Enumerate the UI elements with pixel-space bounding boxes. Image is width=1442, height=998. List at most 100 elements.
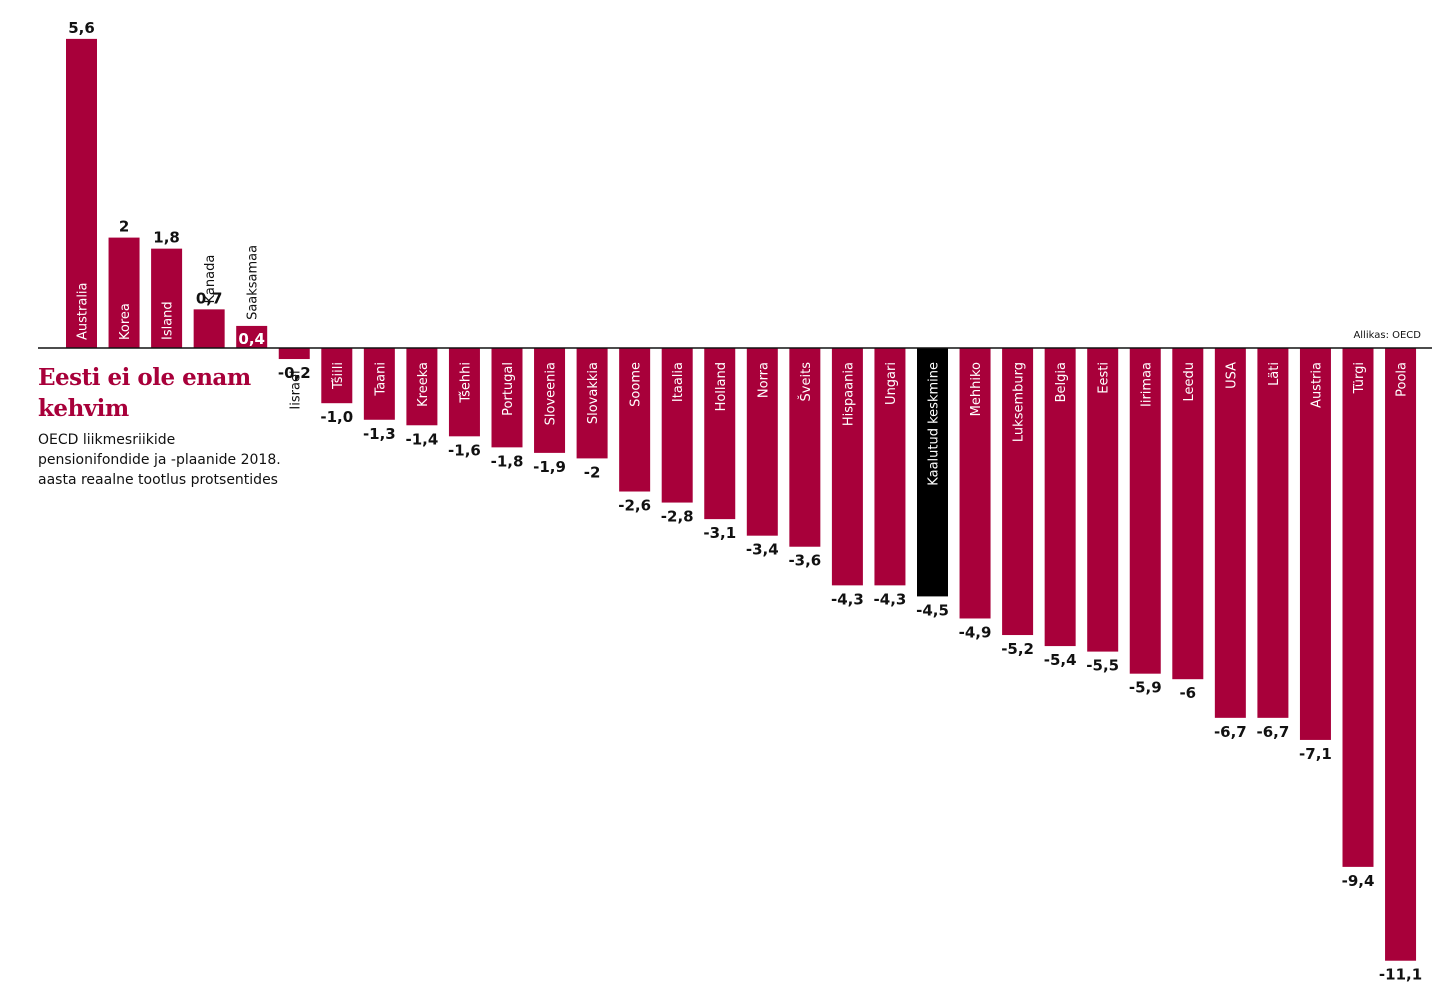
category-label-kreeka: Kreeka <box>416 362 431 407</box>
bar-ungari <box>874 348 906 586</box>
category-label-korea: Korea <box>118 303 133 340</box>
category-label-sveits: Šveits <box>798 362 814 402</box>
value-label-korea: 2 <box>119 218 129 236</box>
bar-usa <box>1214 348 1246 718</box>
category-label-lati: Läti <box>1267 362 1282 386</box>
category-label-austria: Austria <box>1309 362 1324 408</box>
bar-portugal <box>491 348 523 448</box>
bar-sloveenia <box>534 348 566 453</box>
category-label-slovakkia: Slovakkia <box>586 362 601 424</box>
category-label-hispaania: Hispaania <box>841 362 856 426</box>
bar-turgi <box>1342 348 1374 867</box>
value-label-luksemburg: -5,2 <box>1001 640 1034 658</box>
value-label-tsehhi: -1,6 <box>448 441 481 459</box>
category-label-tsehhi: Tšehhi <box>458 362 473 404</box>
category-label-belgia: Belgia <box>1054 362 1069 402</box>
value-label-soome: -2,6 <box>618 497 651 515</box>
bar-kreeka <box>406 348 438 426</box>
bar-kaalutud-keskmine <box>917 348 948 597</box>
bar-sveits <box>789 348 821 547</box>
category-label-kaalutud-keskmine: Kaalutud keskmine <box>927 362 942 486</box>
bar-tsiili <box>321 348 353 404</box>
value-label-ungari: -4,3 <box>874 590 907 608</box>
value-label-austria: -7,1 <box>1299 745 1332 763</box>
bar-slovakkia <box>576 348 608 459</box>
chart-subtitle: OECD liikmesriikide pensionifondide ja -… <box>38 432 281 488</box>
value-label-hispaania: -4,3 <box>831 590 864 608</box>
value-label-usa: -6,7 <box>1214 723 1247 741</box>
category-label-soome: Soome <box>629 362 644 407</box>
bar-saaksamaa <box>236 325 268 348</box>
bar-belgia <box>1044 348 1076 647</box>
value-label-itaalia: -2,8 <box>661 508 694 526</box>
category-label-poola: Poola <box>1395 362 1410 397</box>
value-label-iisrael: -0,2 <box>278 364 311 382</box>
value-label-kaalutud-keskmine: -4,5 <box>916 601 949 619</box>
bar-poola <box>1385 348 1417 961</box>
value-label-portugal: -1,8 <box>491 452 524 470</box>
value-label-turgi: -9,4 <box>1342 872 1375 890</box>
category-label-mehhiko: Mehhiko <box>969 362 984 416</box>
value-label-eesti: -5,5 <box>1086 657 1119 675</box>
bar-australia <box>66 38 97 348</box>
category-label-tsiili: Tšiili <box>331 362 346 390</box>
value-label-slovakkia: -2 <box>584 463 601 481</box>
value-label-belgia: -5,4 <box>1044 651 1077 669</box>
value-label-kanada: 0,7 <box>196 289 223 307</box>
category-label-turgi: Türgi <box>1352 362 1367 394</box>
bar-leedu <box>1172 348 1204 680</box>
category-label-ungari: Ungari <box>884 362 899 405</box>
bar-island <box>151 248 183 348</box>
bar-hispaania <box>831 348 863 586</box>
category-label-australia: Australia <box>76 282 91 340</box>
value-label-holland: -3,1 <box>703 524 736 542</box>
bar-austria <box>1299 348 1331 740</box>
value-label-saaksamaa: 0,4 <box>238 330 265 348</box>
category-label-iirimaa: Iirimaa <box>1139 362 1154 407</box>
category-label-sloveenia: Sloveenia <box>544 362 559 425</box>
bar-tsehhi <box>448 348 480 437</box>
bar-iisrael <box>278 348 310 360</box>
category-label-taani: Taani <box>373 362 388 397</box>
bar-korea <box>108 237 140 348</box>
value-label-kreeka: -1,4 <box>405 430 438 448</box>
category-label-eesti: Eesti <box>1097 362 1112 394</box>
category-label-island: Island <box>161 301 176 340</box>
source-note: Allikas: OECD <box>1353 330 1421 341</box>
chart-title: Eesti ei ole enam kehvim <box>38 364 251 422</box>
value-label-island: 1,8 <box>153 229 180 247</box>
value-label-mehhiko: -4,9 <box>959 623 992 641</box>
category-label-saaksamaa: Saaksamaa <box>246 245 261 320</box>
bar-taani <box>363 348 395 420</box>
category-label-itaalia: Itaalia <box>671 362 686 402</box>
category-label-iisrael: Iisrael <box>288 370 303 409</box>
bar-luksemburg <box>1002 348 1034 636</box>
value-label-sveits: -3,6 <box>788 552 821 570</box>
bar-itaalia <box>661 348 693 503</box>
bar-iirimaa <box>1129 348 1161 674</box>
category-label-portugal: Portugal <box>501 362 516 416</box>
value-label-taani: -1,3 <box>363 425 396 443</box>
category-label-leedu: Leedu <box>1182 362 1197 402</box>
value-label-australia: 5,6 <box>68 19 95 37</box>
title-block: Eesti ei ole enam kehvim OECD liikmesrii… <box>38 362 288 490</box>
value-label-tsiili: -1,0 <box>320 408 353 426</box>
value-label-iirimaa: -5,9 <box>1129 679 1162 697</box>
bar-soome <box>619 348 651 492</box>
bar-lati <box>1257 348 1289 718</box>
bars-group <box>66 38 1417 961</box>
value-label-lati: -6,7 <box>1256 723 1289 741</box>
category-label-kanada: Kanada <box>203 255 218 304</box>
value-label-poola: -11,1 <box>1379 966 1422 984</box>
value-label-sloveenia: -1,9 <box>533 458 566 476</box>
bar-kanada <box>193 309 225 348</box>
bar-eesti <box>1087 348 1119 652</box>
category-label-luksemburg: Luksemburg <box>1012 362 1027 442</box>
category-label-norra: Norra <box>756 362 771 398</box>
bar-norra <box>746 348 778 536</box>
category-label-holland: Holland <box>714 362 729 411</box>
bar-holland <box>704 348 736 520</box>
value-label-norra: -3,4 <box>746 541 779 559</box>
